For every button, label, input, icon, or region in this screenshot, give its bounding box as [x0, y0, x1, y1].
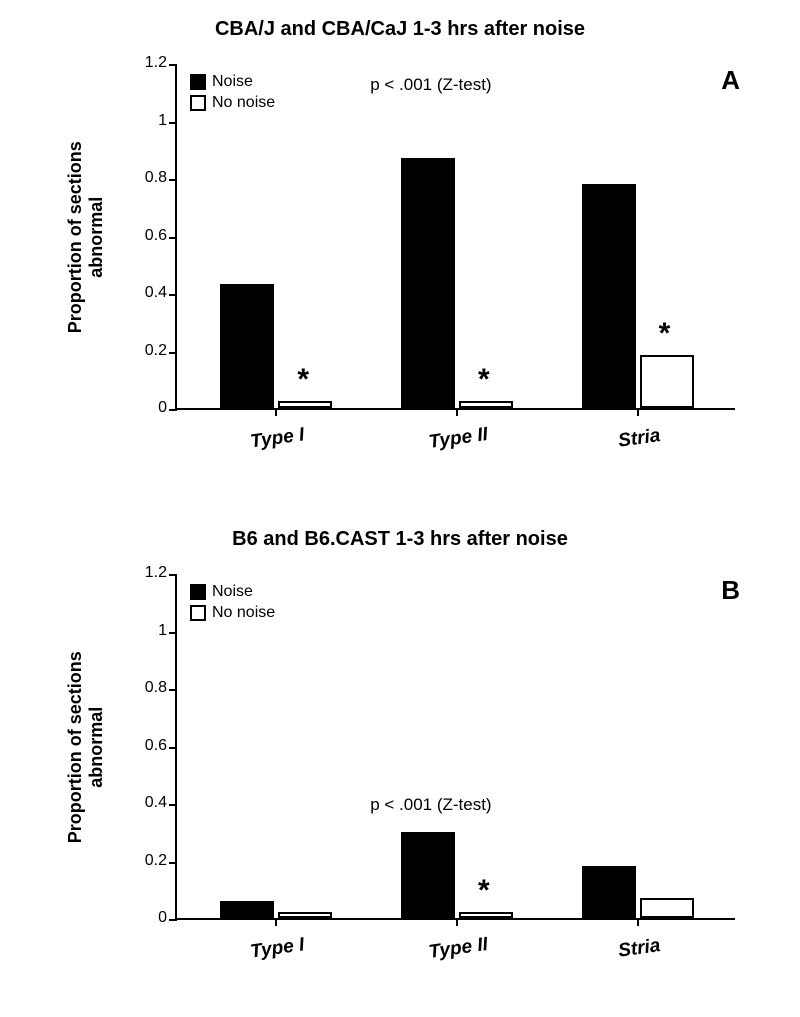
ytick-label: 0.2: [145, 342, 177, 360]
significance-star: *: [659, 317, 671, 351]
legend-label: Noise: [212, 582, 253, 603]
bar-noise: [220, 901, 274, 918]
panel-letter: A: [721, 65, 740, 96]
ytick-label: 0.6: [145, 227, 177, 245]
bar-noise: [582, 184, 636, 408]
legend: Noise No noise: [190, 582, 275, 624]
plot-area: 00.20.40.60.811.2Type I*Type IIStriap < …: [175, 575, 735, 920]
significance-star: *: [478, 363, 490, 397]
xtick-label: Stria: [614, 915, 662, 962]
ytick-label: 0.8: [145, 169, 177, 187]
xtick-label: Type II: [425, 404, 490, 454]
ytick-label: 0.4: [145, 794, 177, 812]
legend-label: Noise: [212, 72, 253, 93]
legend-swatch-no-noise: [190, 95, 206, 111]
ytick-label: 1.2: [145, 564, 177, 582]
legend-item-noise: Noise: [190, 582, 275, 603]
bar-noise: [220, 284, 274, 408]
xtick-label: Type I: [247, 404, 307, 453]
plot-area: 00.20.40.60.811.2*Type I*Type II*Striap …: [175, 65, 735, 410]
significance-star: *: [478, 874, 490, 908]
xtick-label: Type II: [425, 914, 490, 964]
significance-star: *: [297, 363, 309, 397]
ytick-label: 0: [158, 909, 177, 927]
ytick-label: 0.6: [145, 737, 177, 755]
panel-letter: B: [721, 575, 740, 606]
legend: Noise No noise: [190, 72, 275, 114]
bar-no-noise: [640, 355, 694, 408]
legend-item-no-noise: No noise: [190, 93, 275, 114]
figure: CBA/J and CBA/CaJ 1-3 hrs after noise00.…: [0, 0, 800, 1017]
legend-swatch-no-noise: [190, 605, 206, 621]
bar-noise: [401, 158, 455, 408]
ytick-label: 0.8: [145, 679, 177, 697]
legend-label: No noise: [212, 603, 275, 624]
legend-swatch-noise: [190, 584, 206, 600]
pvalue-annotation: p < .001 (Z-test): [370, 75, 491, 95]
legend-item-no-noise: No noise: [190, 603, 275, 624]
legend-swatch-noise: [190, 74, 206, 90]
y-axis-label: Proportion of sectionsabnormal: [65, 117, 107, 359]
panel-a: CBA/J and CBA/CaJ 1-3 hrs after noise00.…: [0, 10, 800, 500]
panel-b: B6 and B6.CAST 1-3 hrs after noise00.20.…: [0, 520, 800, 1010]
ytick-label: 1.2: [145, 54, 177, 72]
y-axis-label: Proportion of sectionsabnormal: [65, 627, 107, 869]
bar-noise: [582, 866, 636, 918]
xtick-label: Type I: [247, 914, 307, 963]
ytick-label: 0.2: [145, 852, 177, 870]
ytick-label: 0.4: [145, 284, 177, 302]
legend-label: No noise: [212, 93, 275, 114]
bar-no-noise: [640, 898, 694, 918]
chart-title: B6 and B6.CAST 1-3 hrs after noise: [0, 528, 800, 551]
legend-item-noise: Noise: [190, 72, 275, 93]
chart-title: CBA/J and CBA/CaJ 1-3 hrs after noise: [0, 18, 800, 41]
pvalue-annotation: p < .001 (Z-test): [370, 795, 491, 815]
bar-noise: [401, 832, 455, 918]
ytick-label: 0: [158, 399, 177, 417]
ytick-label: 1: [158, 622, 177, 640]
xtick-label: Stria: [614, 405, 662, 452]
ytick-label: 1: [158, 112, 177, 130]
